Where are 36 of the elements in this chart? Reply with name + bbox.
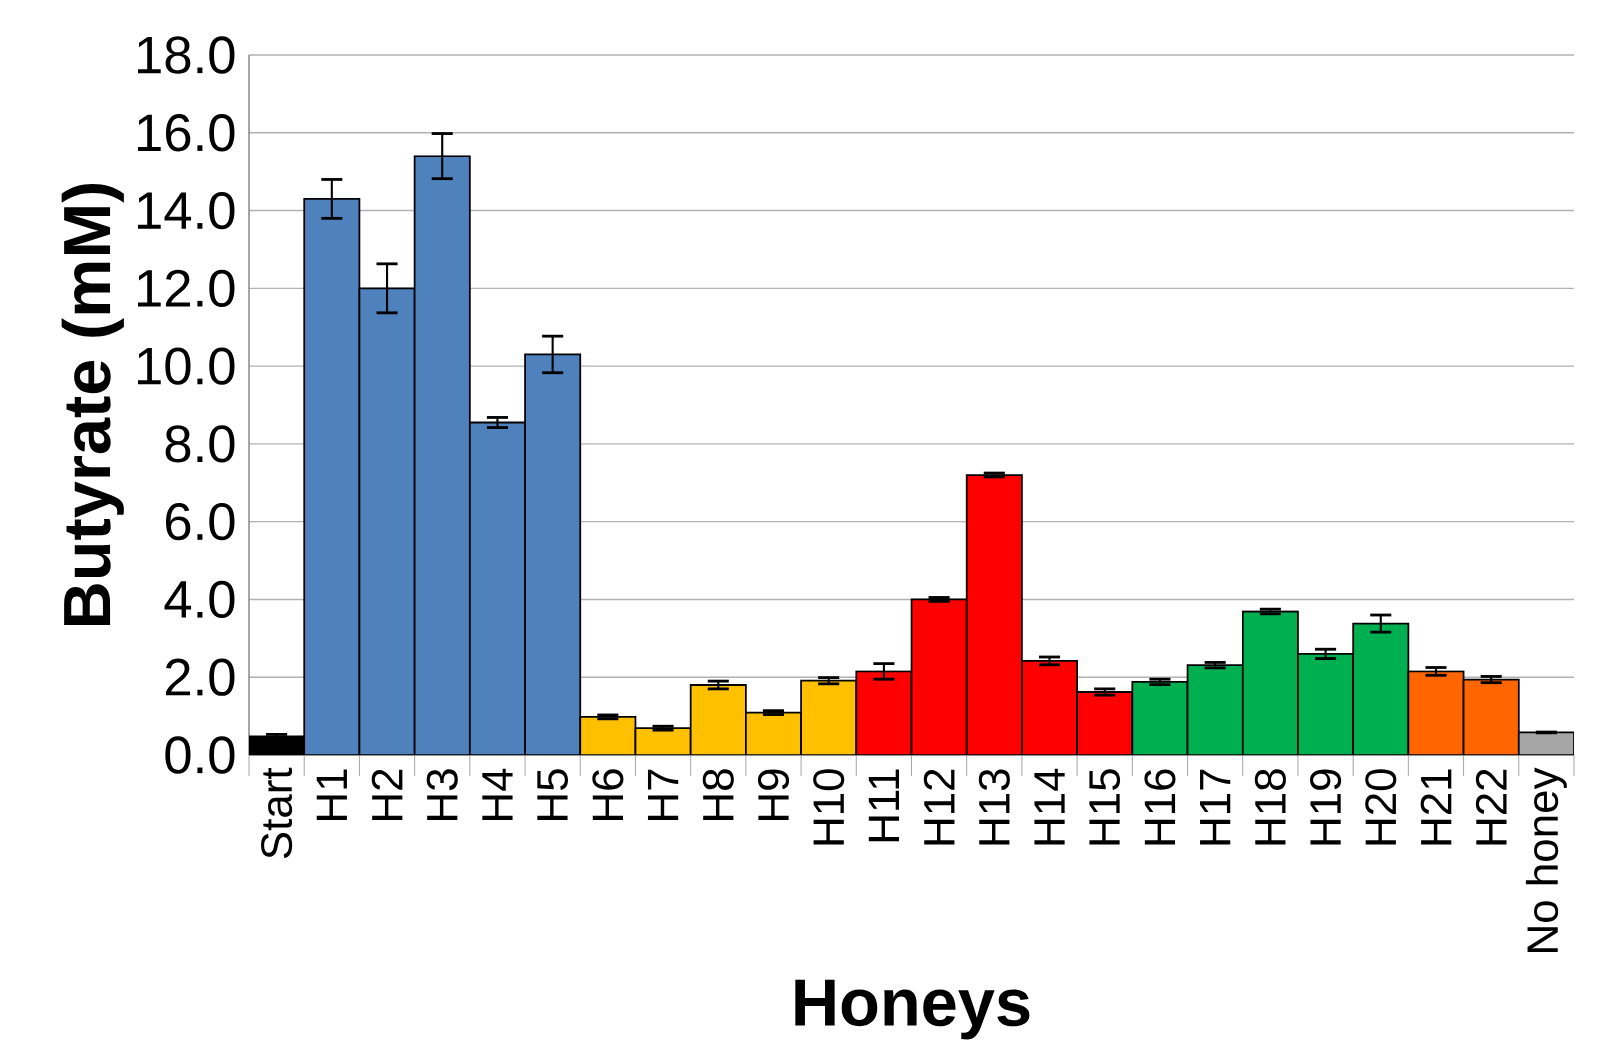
x-tick-label: H8 bbox=[702, 769, 734, 820]
y-tick-label: 18.0 bbox=[138, 36, 235, 74]
y-tick-label: 0.0 bbox=[165, 736, 235, 774]
x-tick-label: H18 bbox=[1254, 769, 1286, 845]
x-tick-label: H21 bbox=[1420, 769, 1452, 845]
x-tick-label: H20 bbox=[1365, 769, 1397, 845]
x-tick-label: H11 bbox=[868, 769, 900, 842]
y-tick-label: 8.0 bbox=[165, 425, 235, 463]
x-tick-label: No honey bbox=[1525, 767, 1567, 952]
x-tick-label: H14 bbox=[1034, 768, 1065, 845]
x-tick-label: H9 bbox=[757, 769, 790, 820]
x-tick-label: H1 bbox=[316, 769, 347, 820]
x-tick-label: H2 bbox=[371, 769, 403, 820]
x-tick-label: Start bbox=[261, 767, 293, 859]
y-tick-label: 10.0 bbox=[138, 347, 235, 385]
x-tick-label: H10 bbox=[813, 769, 845, 845]
y-tick-label: 14.0 bbox=[138, 191, 235, 230]
x-tick-label: H12 bbox=[923, 769, 955, 845]
y-tick-label: 4.0 bbox=[164, 580, 235, 619]
x-tick-label: H16 bbox=[1144, 769, 1176, 845]
x-tick-label: H15 bbox=[1089, 769, 1121, 845]
x-tick-label: H17 bbox=[1200, 769, 1231, 845]
y-tick-label: 6.0 bbox=[166, 502, 235, 541]
x-tick-label: H22 bbox=[1475, 769, 1507, 845]
x-tick-label: H4 bbox=[482, 768, 513, 820]
y-axis-title: Butyrate (mM) bbox=[61, 183, 124, 625]
x-tick-label: H7 bbox=[647, 769, 679, 820]
y-tick-label: 16.0 bbox=[138, 114, 235, 152]
x-tick-label: H13 bbox=[978, 769, 1010, 845]
x-tick-label: H3 bbox=[426, 769, 458, 820]
y-tick-label: 12.0 bbox=[138, 269, 235, 307]
x-tick-label: H19 bbox=[1310, 769, 1342, 845]
x-tick-label: H5 bbox=[537, 769, 568, 820]
x-tick-label: H6 bbox=[592, 769, 624, 820]
y-tick-label: 2.0 bbox=[165, 658, 235, 696]
x-axis-title: Honeys bbox=[795, 979, 1030, 1040]
